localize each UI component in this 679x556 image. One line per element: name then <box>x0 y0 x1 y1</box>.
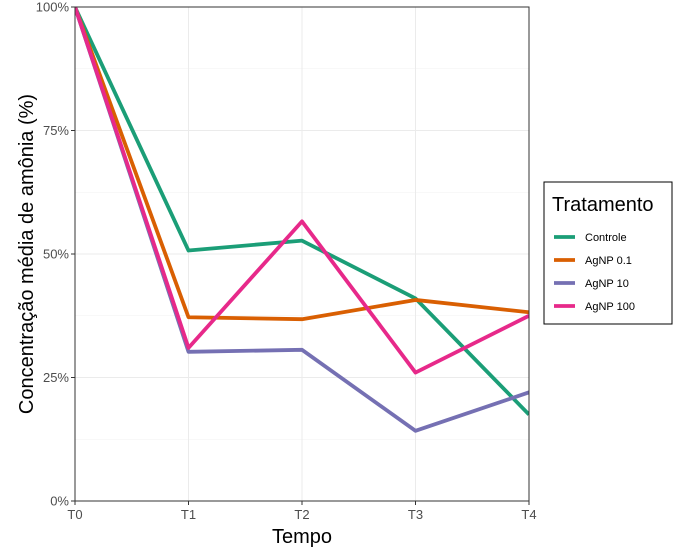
x-tick-label: T4 <box>521 507 536 522</box>
series-line <box>75 7 529 375</box>
y-tick-label: 50% <box>43 247 69 262</box>
legend-items: Controle AgNP 0.1 AgNP 10 AgNP 100 <box>554 232 635 313</box>
series-line <box>75 7 529 322</box>
y-axis-title: Concentração média de amônia (%) <box>16 94 38 414</box>
legend-box <box>543 181 673 325</box>
x-axis-title: Tempo <box>272 526 332 548</box>
legend: Tratamento Controle AgNP 0.1 AgNP 10 AgNP 1… <box>543 181 673 325</box>
x-tick-label: T2 <box>294 507 309 522</box>
y-tick-label: 75% <box>43 123 69 138</box>
y-axis: 0% 25% 50% 75% 100% <box>36 0 75 509</box>
x-axis: T0 T1 T2 T3 T4 <box>67 501 537 522</box>
legend-label: AgNP 0.1 <box>585 255 632 267</box>
legend-label: Controle <box>585 232 627 244</box>
x-tick-label: T1 <box>181 507 196 522</box>
legend-title: Tratamento <box>552 194 654 216</box>
y-tick-label: 100% <box>36 0 70 15</box>
series-lines <box>75 7 529 433</box>
series-line <box>75 7 529 416</box>
x-tick-label: T3 <box>408 507 423 522</box>
y-tick-label: 25% <box>43 370 69 385</box>
y-tick-label: 0% <box>50 494 69 509</box>
legend-label: AgNP 100 <box>585 301 635 313</box>
x-tick-label: T0 <box>67 507 82 522</box>
legend-label: AgNP 10 <box>585 278 629 290</box>
